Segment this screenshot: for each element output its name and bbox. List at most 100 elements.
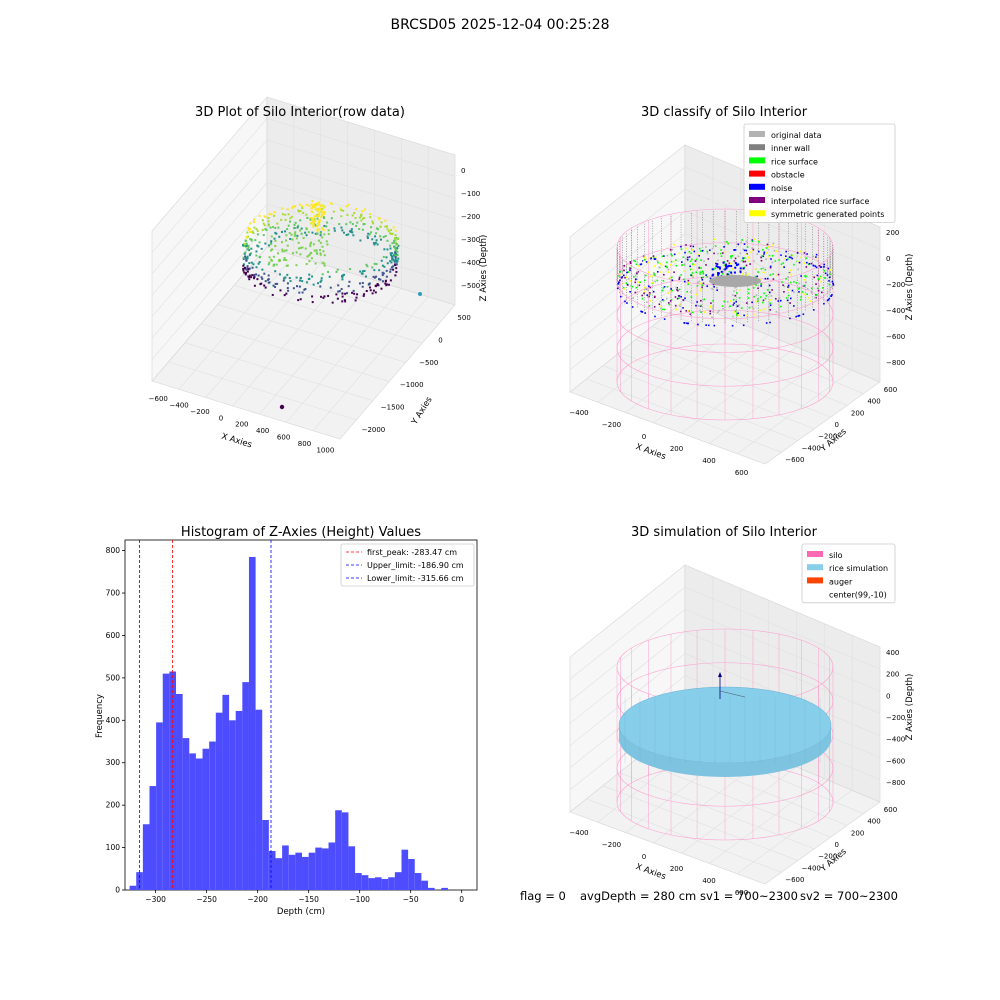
noise-point (763, 251, 766, 254)
data-point (390, 254, 393, 257)
data-point (351, 291, 354, 294)
data-point (796, 260, 799, 263)
data-point (360, 214, 363, 217)
data-point (692, 276, 694, 278)
data-point (711, 247, 714, 250)
data-point (369, 286, 372, 289)
data-point (349, 221, 352, 224)
data-point (786, 299, 789, 302)
noise-point (629, 269, 631, 272)
data-point (311, 275, 314, 278)
x-tick-label: −400 (170, 401, 189, 409)
data-point (757, 287, 759, 290)
data-point (743, 243, 746, 245)
pane-grid-line (286, 288, 402, 423)
data-point (395, 254, 398, 257)
legend-swatch (807, 577, 823, 584)
data-point (280, 218, 283, 221)
data-point (270, 259, 273, 262)
data-point (678, 288, 681, 291)
data-point (348, 280, 351, 283)
data-point (796, 252, 799, 254)
pane-grid-line (569, 631, 686, 724)
data-point (653, 273, 656, 275)
panel-title: Histogram of Z-Axies (Height) Values (181, 525, 421, 540)
data-point (243, 252, 246, 255)
data-point (674, 296, 677, 298)
data-point (757, 249, 759, 252)
data-point (385, 269, 388, 272)
data-point (361, 210, 364, 213)
data-point (341, 300, 344, 303)
noise-point (730, 271, 733, 274)
histogram-bar (202, 748, 210, 890)
legend-box (743, 123, 896, 223)
data-point (619, 273, 621, 276)
data-point (789, 281, 792, 284)
data-point (299, 298, 302, 301)
data-point (776, 274, 779, 276)
panel-title: 3D simulation of Silo Interior (631, 525, 818, 540)
data-point (351, 231, 354, 234)
data-point (636, 270, 639, 273)
data-point (742, 257, 744, 259)
legend-box (801, 543, 896, 604)
data-point (658, 305, 661, 308)
histogram-bar (414, 873, 422, 890)
data-point (674, 304, 677, 307)
data-point (361, 281, 364, 284)
data-point (279, 259, 282, 262)
data-point (760, 259, 763, 262)
noise-point (707, 324, 710, 327)
data-point (649, 286, 652, 289)
x-tick-label: −200 (602, 421, 621, 429)
data-point (373, 269, 376, 272)
data-point (347, 285, 350, 288)
data-point (669, 249, 672, 251)
data-point (347, 203, 350, 206)
y-tick-label: −600 (785, 456, 804, 464)
legend-label: obstacle (771, 171, 805, 180)
data-point (800, 275, 802, 277)
noise-point (626, 271, 628, 274)
data-point (626, 276, 628, 278)
data-point (747, 292, 750, 295)
pane-grid-line (684, 211, 881, 294)
data-point (629, 262, 632, 265)
data-point (258, 214, 261, 217)
data-point (722, 308, 724, 310)
data-point (285, 234, 288, 237)
data-point (318, 228, 321, 231)
data-point (322, 216, 325, 219)
data-point (270, 243, 273, 246)
data-point (656, 271, 659, 273)
data-point (321, 207, 324, 210)
data-point (641, 297, 644, 300)
data-point (393, 260, 396, 263)
noise-point (828, 276, 831, 279)
data-point (346, 292, 349, 295)
histogram-bar (408, 859, 415, 890)
x-axis-label: X Axies (220, 432, 253, 451)
data-point (370, 226, 373, 229)
data-point (373, 262, 376, 265)
data-point (290, 233, 293, 236)
data-point (714, 262, 717, 265)
noise-point (790, 256, 792, 259)
data-point (647, 271, 650, 274)
x-tick-label: −400 (569, 829, 588, 837)
data-point (264, 280, 267, 283)
noise-point (725, 265, 728, 268)
data-point (818, 285, 820, 287)
data-point (380, 221, 383, 224)
data-point (644, 279, 646, 282)
legend-label: noise (771, 184, 792, 193)
data-point (337, 290, 340, 293)
data-point (732, 267, 734, 270)
data-point (374, 285, 377, 288)
data-point (810, 292, 813, 294)
pane-grid-line (151, 203, 268, 339)
data-point (255, 254, 258, 257)
data-point (309, 218, 312, 221)
data-point (328, 275, 331, 278)
